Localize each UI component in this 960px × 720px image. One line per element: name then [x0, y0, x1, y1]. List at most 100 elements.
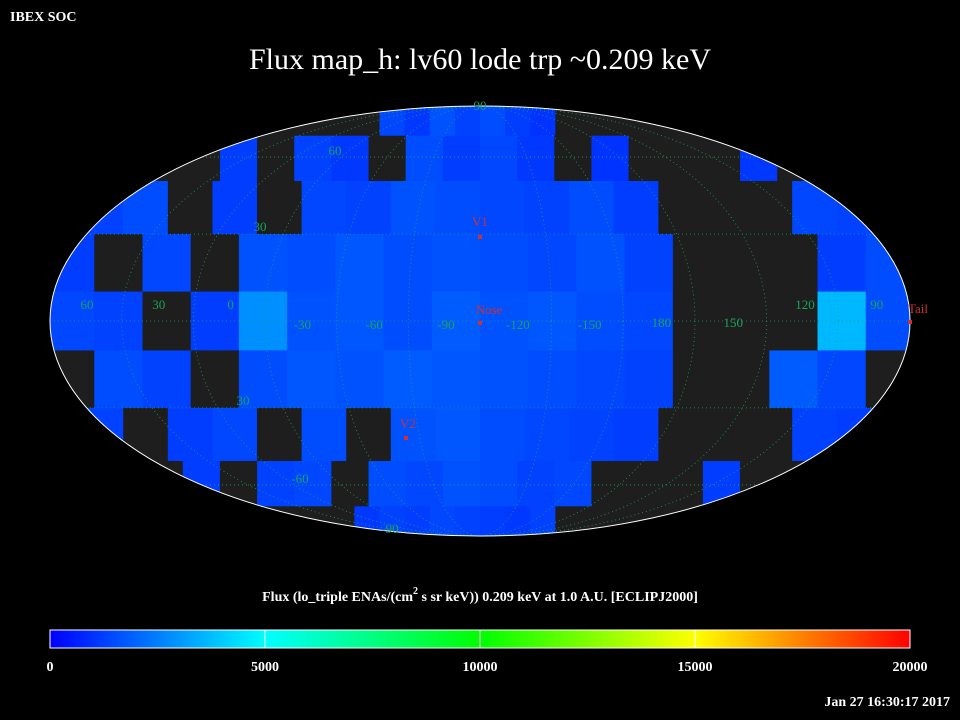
latitude-label: -60 [291, 471, 308, 486]
colorbar-swatch [476, 630, 479, 648]
colorbar-swatch [246, 630, 249, 648]
colorbar-swatch [838, 630, 841, 648]
colorbar-swatch [648, 630, 651, 648]
longitude-label: -150 [578, 317, 602, 332]
sky-cell [383, 350, 433, 409]
colorbar-swatch [152, 630, 155, 648]
colorbar-swatch [350, 630, 353, 648]
colorbar-swatch [76, 630, 79, 648]
colorbar-swatch [508, 630, 511, 648]
colorbar-swatch [670, 630, 673, 648]
colorbar-swatch [74, 630, 77, 648]
sky-cell [740, 460, 778, 507]
colorbar-swatch [888, 630, 891, 648]
sky-cell [740, 135, 778, 182]
colorbar-swatch [730, 630, 733, 648]
colorbar-swatch [698, 630, 701, 648]
colorbar-swatch [320, 630, 323, 648]
colorbar-swatch [100, 630, 103, 648]
sky-cell [442, 135, 481, 182]
sky-cell [836, 407, 882, 462]
sky-cell [279, 106, 305, 137]
sky-cell [480, 234, 529, 293]
sky-cell [354, 506, 381, 536]
marker-dot [478, 321, 482, 325]
longitude-label: 0 [227, 297, 234, 312]
colorbar-swatch [294, 630, 297, 648]
sky-cell [747, 407, 793, 462]
sky-cell [435, 181, 481, 235]
colorbar-swatch [526, 630, 529, 648]
colorbar-swatch [548, 630, 551, 648]
sky-cell [304, 106, 330, 137]
latitude-label: 90 [474, 98, 487, 113]
colorbar-swatch [456, 630, 459, 648]
colorbar-swatch [820, 630, 823, 648]
colorbar-swatch [776, 630, 779, 648]
colorbar-swatch [662, 630, 665, 648]
meridian [407, 106, 553, 536]
sky-cell [580, 506, 607, 536]
colorbar-swatch [504, 630, 507, 648]
colorbar-swatch [394, 630, 397, 648]
sky-cell [257, 460, 295, 507]
colorbar-swatch [580, 630, 583, 648]
colorbar-swatch [908, 630, 911, 648]
colorbar-swatch [492, 630, 495, 648]
sky-cell [702, 407, 749, 462]
colorbar-swatch [192, 630, 195, 648]
colorbar-swatch [588, 630, 591, 648]
colorbar-swatch [848, 630, 851, 648]
colorbar-swatch [804, 630, 807, 648]
colorbar-swatch [364, 630, 367, 648]
colorbar-swatch [578, 630, 581, 648]
marker-dot [478, 235, 482, 239]
sky-cell [454, 106, 481, 137]
colorbar-swatch [486, 630, 489, 648]
colorbar-swatch [136, 630, 139, 648]
colorbar-swatch [672, 630, 675, 648]
sky-cell [329, 106, 355, 137]
sky-cell [605, 506, 632, 536]
sky-cell [190, 234, 240, 293]
colorbar-swatch [810, 630, 813, 648]
sky-cell [219, 460, 258, 507]
colorbar-swatch [740, 630, 743, 648]
colorbar-swatch [760, 630, 763, 648]
colorbar-swatch [444, 630, 447, 648]
sky-cell [346, 407, 392, 462]
colorbar-swatch [538, 630, 541, 648]
colorbar-swatch [252, 630, 255, 648]
colorbar-tick-label: 15000 [678, 660, 713, 675]
sky-cell [865, 234, 910, 293]
sky-cell [613, 181, 659, 235]
labels: 60 30 0 -30 -60 -90 -120 -150 180 150 120 90 90 60 30 3… [81, 98, 929, 536]
colorbar-swatch [212, 630, 215, 648]
sky-cell [530, 106, 556, 137]
colorbar-swatch [604, 630, 607, 648]
colorbar-swatch [654, 630, 657, 648]
label-part: s sr keV)) 0.209 keV at 1.0 A.U. [ECLIPJ… [418, 590, 698, 605]
colorbar-swatch [622, 630, 625, 648]
colorbar-swatch [278, 630, 281, 648]
sky-cell [702, 135, 741, 182]
sky-cell [792, 181, 838, 235]
colorbar-swatch [176, 630, 179, 648]
colorbar-swatch [688, 630, 691, 648]
colorbar-swatch [368, 630, 371, 648]
colorbar-swatch [330, 630, 333, 648]
colorbar-swatch [674, 630, 677, 648]
colorbar-swatch [298, 630, 301, 648]
colorbar-swatch [676, 630, 679, 648]
sky-cell [182, 460, 221, 507]
colorbar-swatch [726, 630, 729, 648]
sky-cell [480, 460, 518, 507]
colorbar-swatch [778, 630, 781, 648]
colorbar-swatch [338, 630, 341, 648]
colorbar-swatch [362, 630, 365, 648]
colorbar-swatch [892, 630, 895, 648]
colorbar-swatch [782, 630, 785, 648]
colorbar-swatch [780, 630, 783, 648]
colorbar-swatch [602, 630, 605, 648]
colorbar-swatch [884, 630, 887, 648]
